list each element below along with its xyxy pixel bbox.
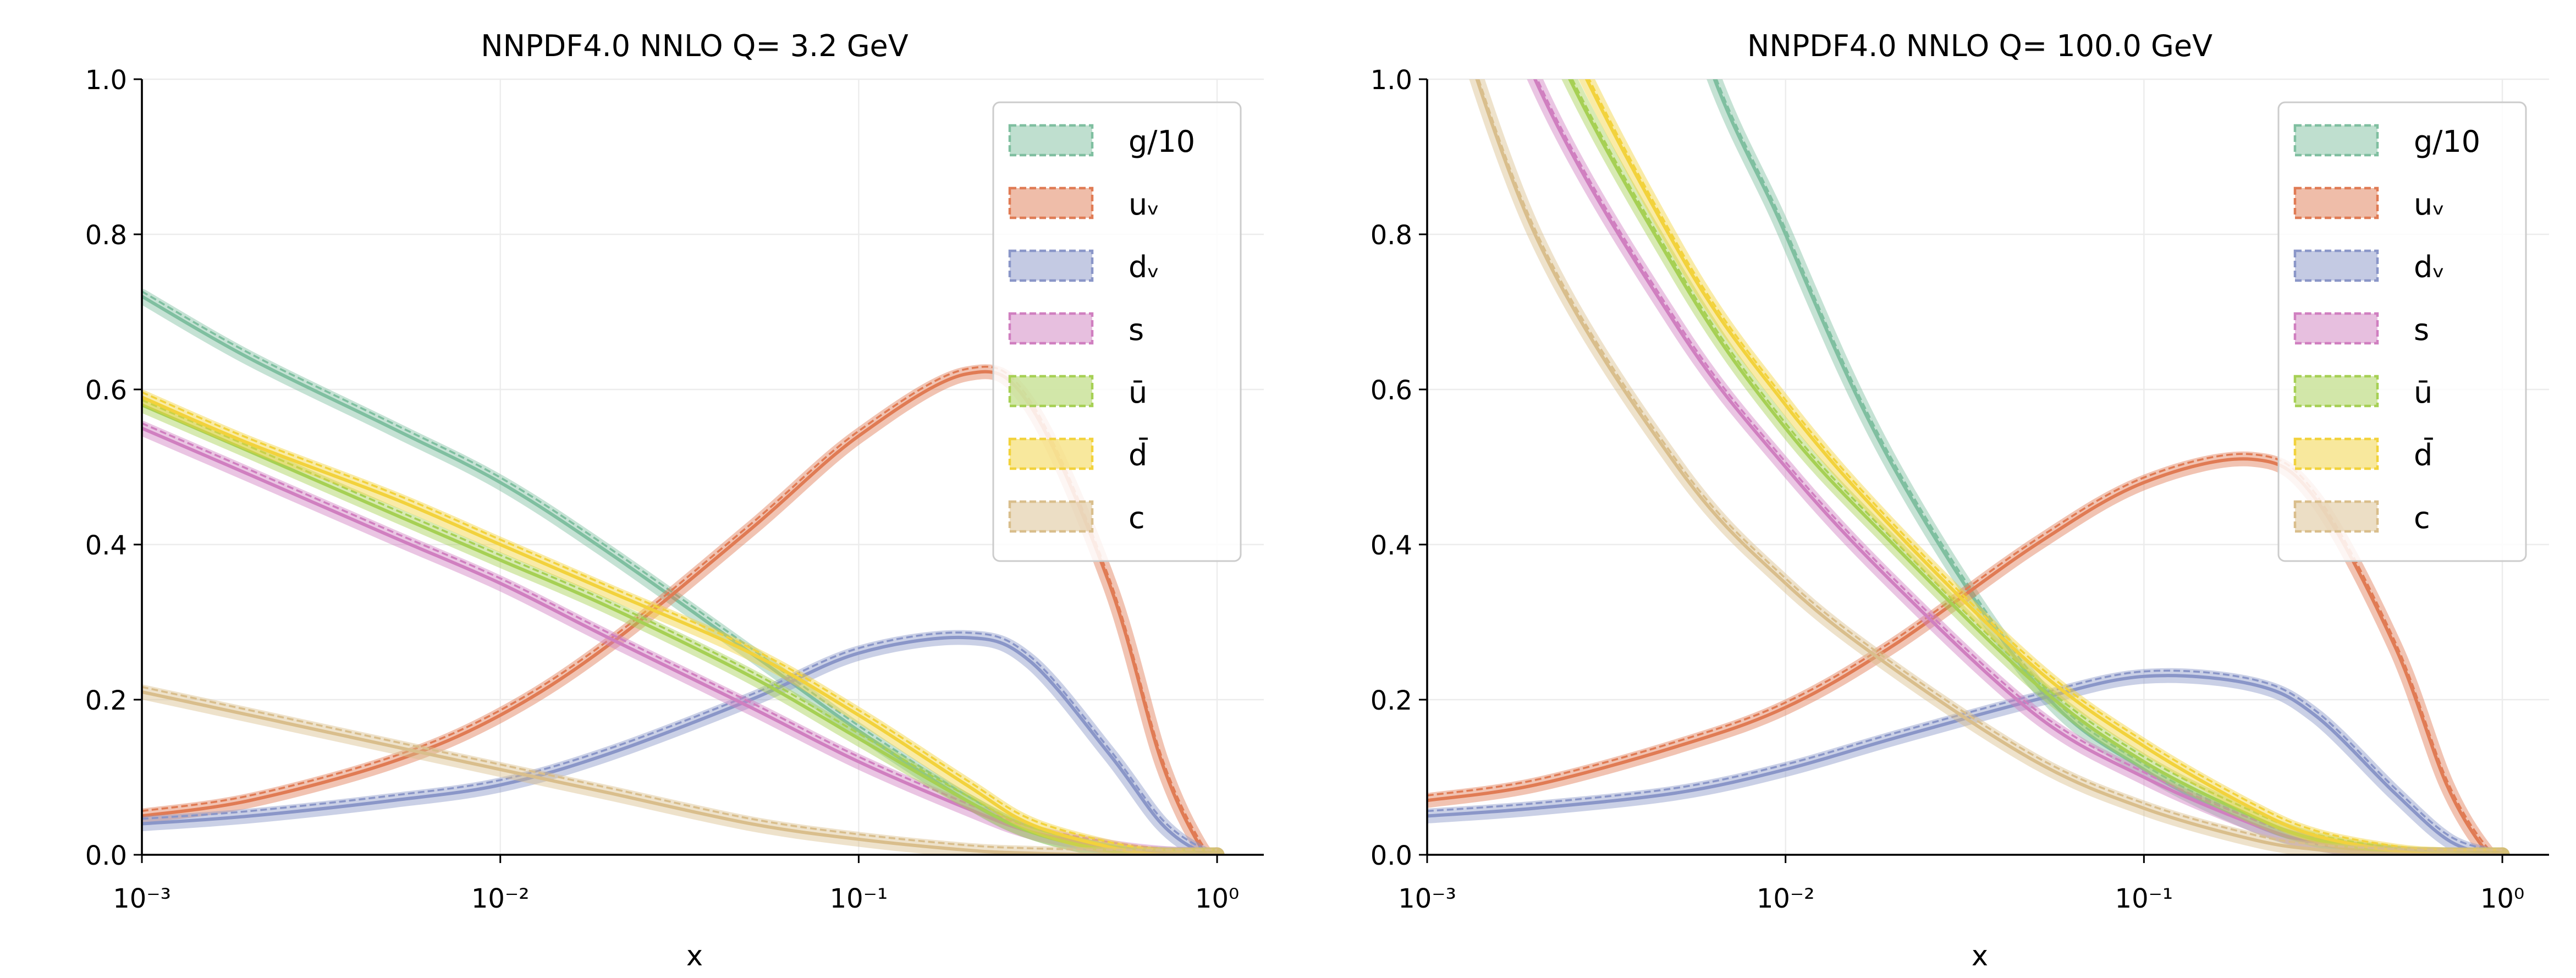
pdf-band-edge [1427,453,2503,853]
legend-swatch [2293,249,2379,282]
x-tick-label: 10⁰ [1195,883,1239,914]
pdf-band-edge [142,686,1218,851]
y-tick-label: 0.2 [1370,685,1412,716]
pdf-central-line [1568,79,2503,855]
legend-swatch [1008,375,1094,408]
legend-swatch [1008,500,1094,533]
y-tick-label: 0.4 [1370,530,1412,561]
y-tick-label: 0.8 [85,220,127,251]
x-tick-label: 10⁻² [1757,883,1815,914]
plot-area [142,289,1225,855]
chart-title: NNPDF4.0 NNLO Q= 3.2 GeV [481,29,908,63]
legend-swatch [1008,437,1094,470]
pdf-central-line [1427,674,2503,855]
legend-swatch [2293,186,2379,219]
legend-label: dᵥ [2414,250,2445,284]
pdf-central-line [142,370,1218,855]
legend-label: d̄ [2414,438,2433,472]
legend-swatch [2293,312,2379,345]
subplot: NNPDF4.0 NNLO Q= 100.0 GeV 10⁻³ 10⁻² 10⁻¹ 10… [1370,29,2549,972]
y-tick-label: 0.2 [85,685,127,716]
legend: g/10 uᵥ dᵥ sū d̄ c [992,101,1242,562]
legend-label: c [1129,501,1145,535]
x-tick-label: 10⁻² [471,883,530,914]
x-tick-label: 10⁻³ [1398,883,1456,914]
x-tick-label: 10⁻¹ [2115,883,2173,914]
legend-label: g/10 [1129,124,1195,159]
legend-swatch [2293,500,2379,533]
legend-swatch [2293,124,2379,157]
y-tick-label: 1.0 [85,65,127,96]
legend-label: ū [2414,375,2432,410]
legend-label: s [1129,312,1144,347]
legend-label: d̄ [1129,438,1148,472]
y-tick-label: 0.4 [85,530,127,561]
legend-label: ū [1129,375,1147,410]
pdf-band-edge [1588,79,2503,851]
y-tick-label: 0.6 [1370,375,1412,406]
legend-swatch [2293,437,2379,470]
chart-title: NNPDF4.0 NNLO Q= 100.0 GeV [1747,29,2212,63]
pdf-central-line [142,690,1218,855]
legend-swatch [1008,249,1094,282]
pdf-band-edge [1427,669,2503,851]
subplot: NNPDF4.0 NNLO Q= 3.2 GeV 10⁻³ 10⁻² 10⁻¹ 10⁰ 0… [85,29,1264,972]
legend-label: uᵥ [2414,187,2445,222]
pdf-band-edge [1477,79,2503,851]
pdf-band-edge [142,422,1218,851]
legend-swatch [1008,186,1094,219]
legend-label: uᵥ [1129,187,1160,222]
legend-label: s [2414,312,2429,347]
y-tick-label: 0.6 [85,375,127,406]
pdf-central-line [1427,457,2503,855]
pdf-central-line [142,403,1218,855]
x-tick-label: 10⁻³ [113,883,171,914]
x-tick-label: 10⁻¹ [830,883,888,914]
y-tick-label: 0.8 [1370,220,1412,251]
pdf-central-line [142,395,1218,855]
legend-swatch [1008,124,1094,157]
legend-label: g/10 [2414,124,2480,159]
y-tick-label: 1.0 [1370,65,1412,96]
y-tick-label: 0.0 [85,840,127,871]
y-tick-label: 0.0 [1370,840,1412,871]
legend-label: dᵥ [1129,250,1160,284]
x-axis-label: x [1972,940,1988,972]
legend-label: c [2414,501,2430,535]
legend-swatch [1008,312,1094,345]
x-axis-label: x [686,940,703,972]
legend-swatch [2293,375,2379,408]
pdf-central-line [142,635,1218,855]
legend: g/10 uᵥ dᵥ sū d̄ c [2277,101,2527,562]
x-tick-label: 10⁰ [2480,883,2524,914]
